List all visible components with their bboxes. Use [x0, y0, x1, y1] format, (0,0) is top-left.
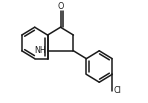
Text: NH: NH [35, 46, 46, 55]
Text: O: O [57, 2, 64, 11]
Text: Cl: Cl [113, 86, 121, 95]
